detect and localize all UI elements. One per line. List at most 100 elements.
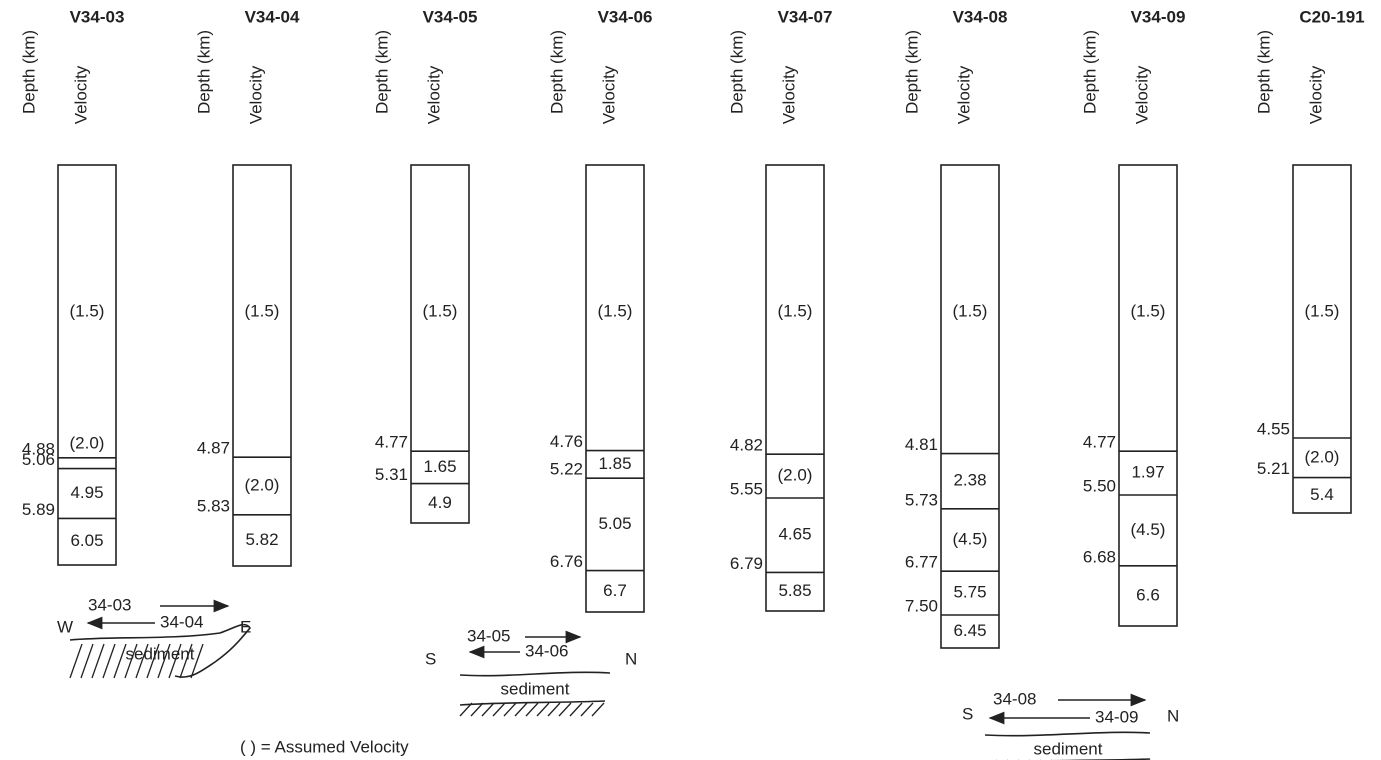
- velocity-value: (1.5): [1131, 301, 1166, 320]
- depth-value: 6.76: [550, 552, 583, 571]
- depth-value: 5.89: [22, 500, 55, 519]
- velocity-value: 1.65: [423, 457, 456, 476]
- hatch: [537, 703, 549, 716]
- velocity-value: 6.6: [1136, 585, 1160, 604]
- direction: N: [625, 649, 637, 668]
- velocity-value: (1.5): [598, 301, 633, 320]
- depth-value: 4.55: [1257, 419, 1290, 438]
- depth-header: Depth (km): [547, 30, 566, 114]
- depth-value: 6.68: [1083, 547, 1116, 566]
- velocity-value: (1.5): [245, 301, 280, 320]
- hatch: [114, 644, 126, 678]
- velocity-header: Velocity: [71, 65, 90, 124]
- depth-value: 6.79: [730, 554, 763, 573]
- velocity-header: Velocity: [779, 65, 798, 124]
- velocity-header: Velocity: [246, 65, 265, 124]
- column-title: V34-07: [778, 7, 833, 26]
- velocity-value: 6.45: [953, 621, 986, 640]
- column-title: V34-08: [953, 7, 1008, 26]
- velocity-value: (1.5): [1305, 301, 1340, 320]
- velocity-value: 4.95: [70, 483, 103, 502]
- hatch: [592, 703, 604, 716]
- depth-header: Depth (km): [727, 30, 746, 114]
- hatch: [581, 703, 593, 716]
- velocity-value: 1.85: [598, 454, 631, 473]
- velocity-value: (1.5): [953, 301, 988, 320]
- velocity-value: 2.38: [953, 471, 986, 490]
- depth-value: 4.77: [1083, 433, 1116, 452]
- depth-value: 4.82: [730, 436, 763, 455]
- arrow-label: 34-05: [467, 626, 510, 645]
- velocity-header: Velocity: [424, 65, 443, 124]
- hatch: [493, 703, 505, 716]
- depth-value: 5.06: [22, 450, 55, 469]
- depth-header: Depth (km): [19, 30, 38, 114]
- depth-value: 4.87: [197, 439, 230, 458]
- velocity-value: (4.5): [953, 529, 988, 548]
- depth-value: 5.50: [1083, 476, 1116, 495]
- column-box: [586, 165, 644, 612]
- footnote: ( ) = Assumed Velocity: [240, 737, 409, 756]
- hatch: [559, 703, 571, 716]
- arrow-label: 34-06: [525, 641, 568, 660]
- hatch: [504, 703, 516, 716]
- column-title: V34-09: [1131, 7, 1186, 26]
- velocity-value: (2.0): [778, 466, 813, 485]
- velocity-header: Velocity: [954, 65, 973, 124]
- ground-label: sediment: [501, 679, 570, 698]
- depth-value: 5.21: [1257, 459, 1290, 478]
- velocity-value: 1.97: [1131, 463, 1164, 482]
- depth-value: 5.55: [730, 479, 763, 498]
- velocity-header: Velocity: [1306, 65, 1325, 124]
- column-box: [233, 165, 291, 566]
- depth-header: Depth (km): [1254, 30, 1273, 114]
- velocity-value: (2.0): [70, 433, 105, 452]
- column-box: [766, 165, 824, 611]
- depth-header: Depth (km): [372, 30, 391, 114]
- hatch: [482, 703, 494, 716]
- velocity-value: (1.5): [423, 301, 458, 320]
- hatch: [92, 644, 104, 678]
- direction: N: [1167, 706, 1179, 725]
- ground-label: sediment: [1034, 739, 1103, 758]
- column-title: V34-06: [598, 7, 653, 26]
- velocity-value: 5.85: [778, 581, 811, 600]
- depth-value: 6.77: [905, 553, 938, 572]
- diagram: ( ) = Assumed Velocity V34-03 Depth (km) V…: [0, 0, 1381, 760]
- depth-value: 4.76: [550, 432, 583, 451]
- depth-header: Depth (km): [194, 30, 213, 114]
- hatch: [81, 644, 93, 678]
- hatch: [548, 703, 560, 716]
- direction: S: [962, 704, 973, 723]
- hatch: [515, 703, 527, 716]
- depth-value: 7.50: [905, 596, 938, 615]
- velocity-value: 5.82: [245, 530, 278, 549]
- direction: W: [57, 617, 73, 636]
- arrow-label: 34-08: [993, 689, 1036, 708]
- column-box: [941, 165, 999, 648]
- direction: S: [425, 649, 436, 668]
- arrow-label: 34-09: [1095, 707, 1138, 726]
- velocity-value: 4.9: [428, 493, 452, 512]
- column-box: [58, 165, 116, 565]
- depth-header: Depth (km): [902, 30, 921, 114]
- velocity-value: (1.5): [70, 301, 105, 320]
- column-title: V34-03: [70, 7, 125, 26]
- velocity-value: (2.0): [1305, 447, 1340, 466]
- column-title: V34-04: [245, 7, 300, 26]
- depth-value: 5.31: [375, 465, 408, 484]
- velocity-value: (2.0): [245, 475, 280, 494]
- velocity-header: Velocity: [1132, 65, 1151, 124]
- hatch: [526, 703, 538, 716]
- velocity-value: (1.5): [778, 301, 813, 320]
- velocity-value: 5.4: [1310, 485, 1334, 504]
- depth-value: 5.73: [905, 490, 938, 509]
- velocity-value: 6.7: [603, 581, 627, 600]
- column-title: V34-05: [423, 7, 478, 26]
- velocity-value: 6.05: [70, 531, 103, 550]
- velocity-value: (4.5): [1131, 520, 1166, 539]
- velocity-value: 4.65: [778, 525, 811, 544]
- velocity-value: 5.05: [598, 514, 631, 533]
- velocity-header: Velocity: [599, 65, 618, 124]
- velocity-value: 5.75: [953, 583, 986, 602]
